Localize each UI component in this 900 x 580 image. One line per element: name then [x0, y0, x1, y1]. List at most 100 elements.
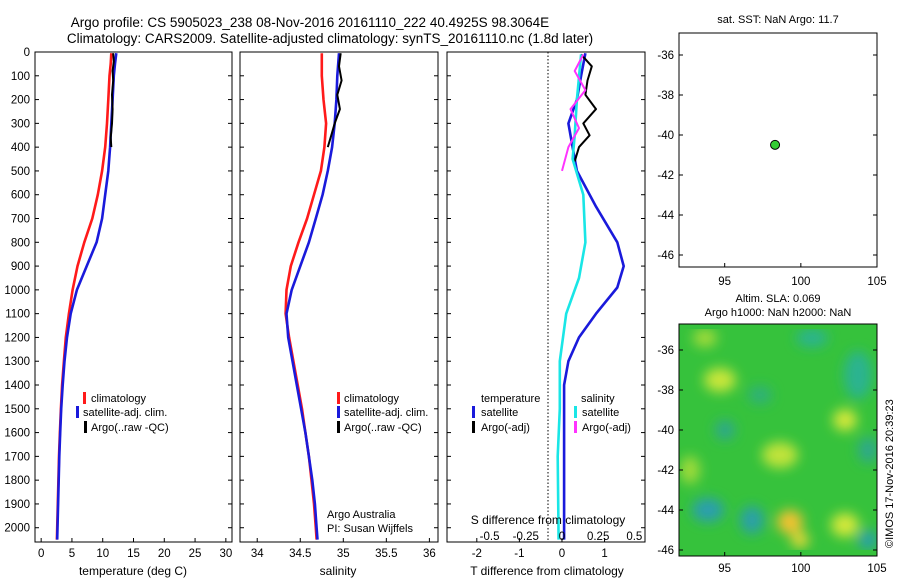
salinity-panel: 34 34.5 35 35.5 36 climatology satellite-adj…	[239, 51, 439, 578]
legend-label-argo: Argo(..raw -QC)	[344, 422, 422, 434]
legend-label-temp-satellite: satellite	[481, 407, 518, 419]
depth-y-tick-label: 1300	[4, 356, 30, 368]
legend-swatch-sal-satellite	[574, 406, 577, 418]
legend-swatch-temp-satellite	[472, 406, 475, 418]
depth-y-tick-label: 400	[11, 142, 30, 154]
sst-map-axes-frame	[678, 32, 878, 268]
series-line-difference-2	[556, 54, 587, 540]
t-difference-label: T difference from climatology	[470, 564, 624, 578]
sst-lon-tick-label: 105	[867, 276, 886, 288]
sla-heatmap	[679, 324, 877, 556]
sla-lat-tick-label: -40	[657, 425, 674, 437]
legend-label-climatology: climatology	[344, 393, 400, 405]
depth-y-tick-label: 100	[11, 71, 30, 83]
tdiff-x-tick-label: 0	[559, 548, 565, 560]
temperature-panel: 0 5 10 15 20 25 300100200300400500600700800900…	[4, 47, 233, 578]
legend-swatch-argo	[337, 421, 340, 433]
credit-line1: Argo Australia	[327, 509, 396, 521]
legend-swatch-satellite	[76, 406, 79, 418]
salinity-x-tick-label: 35.5	[375, 548, 397, 560]
legend-label-satellite: satellite-adj. clim.	[83, 407, 167, 419]
temperature-x-tick-label: 30	[219, 548, 232, 560]
sst-lon-tick-label: 100	[791, 276, 810, 288]
depth-y-tick-label: 1700	[4, 451, 30, 463]
temperature-legend: climatology satellite-adj. clim. Argo(..…	[76, 392, 169, 434]
imos-timestamp: ©IMOS 17-Nov-2016 20:39:23	[884, 399, 896, 548]
legend-title-salinity: salinity	[581, 393, 615, 405]
sla-lat-tick-label: -36	[657, 345, 674, 357]
difference-legend: temperature salinity satellite Argo(-adj…	[472, 393, 631, 434]
sla-lon-tick-label: 105	[867, 563, 886, 575]
sdiff-x-tick-label: 0.25	[587, 531, 609, 543]
depth-y-tick-label: 1400	[4, 380, 30, 392]
sla-lat-tick-label: -44	[657, 505, 674, 517]
legend-label-satellite: satellite-adj. clim.	[344, 407, 428, 419]
series-line-temperature-0	[55, 53, 113, 540]
sst-lat-tick-label: -46	[657, 250, 674, 262]
legend-swatch-satellite	[337, 406, 340, 418]
temperature-x-tick-label: 15	[127, 548, 140, 560]
depth-y-tick-label: 1600	[4, 428, 30, 440]
legend-swatch-climatology	[337, 392, 340, 404]
salinity-x-tick-label: 35	[337, 548, 350, 560]
sdiff-x-tick-label: 0	[559, 531, 565, 543]
salinity-xlabel: salinity	[320, 564, 357, 578]
sst-lat-tick-label: -36	[657, 50, 674, 62]
legend-swatch-argo	[84, 421, 87, 433]
sla-lat-tick-label: -38	[657, 385, 674, 397]
legend-label-temp-argo: Argo(-adj)	[481, 422, 530, 434]
temperature-xlabel: temperature (deg C)	[79, 564, 187, 578]
figure-title-line2: Climatology: CARS2009. Satellite-adjuste…	[67, 31, 593, 46]
salinity-x-tick-label: 34	[251, 548, 264, 560]
sla-map-panel: Altim. SLA: 0.069 Argo h1000: NaN h2000:…	[657, 293, 886, 575]
tdiff-x-tick-label: -2	[472, 548, 482, 560]
figure-title-line1: Argo profile: CS 5905023_238 08-Nov-2016…	[71, 15, 549, 30]
depth-y-tick-label: 700	[11, 214, 30, 226]
sst-lat-tick-label: -44	[657, 210, 674, 222]
depth-y-tick-label: 1200	[4, 332, 30, 344]
legend-swatch-climatology	[83, 392, 86, 404]
temperature-x-tick-label: 20	[158, 548, 171, 560]
temperature-x-tick-label: 0	[38, 548, 44, 560]
sdiff-x-tick-label: -0.25	[513, 531, 539, 543]
salinity-x-tick-label: 34.5	[289, 548, 311, 560]
temperature-axes-frame	[34, 51, 233, 543]
sst-lat-tick-label: -38	[657, 90, 674, 102]
salinity-axes-frame	[239, 51, 439, 543]
argo-float-marker	[770, 139, 781, 150]
credit-line2: PI: Susan Wijffels	[327, 523, 413, 535]
sla-map-title-line1: Altim. SLA: 0.069	[736, 293, 821, 305]
depth-y-tick-label: 1100	[5, 309, 30, 321]
depth-y-tick-label: 900	[11, 261, 30, 273]
legend-label-sal-satellite: satellite	[582, 407, 619, 419]
sst-lon-tick-label: 95	[718, 276, 731, 288]
tdiff-x-tick-label: -1	[514, 548, 524, 560]
legend-swatch-temp-argo	[472, 421, 475, 433]
sst-lat-tick-label: -42	[657, 170, 674, 182]
sdiff-x-tick-label: 0.5	[626, 531, 642, 543]
sla-lat-tick-label: -42	[657, 465, 674, 477]
difference-axes-frame	[446, 51, 646, 543]
s-difference-label: S difference from climatology	[471, 513, 626, 527]
sla-map-axes-frame	[678, 323, 878, 557]
sdiff-x-tick-label: -0.5	[480, 531, 500, 543]
sla-lon-tick-label: 95	[718, 563, 731, 575]
depth-y-tick-label: 0	[24, 47, 30, 59]
depth-y-tick-label: 800	[11, 237, 30, 249]
depth-y-tick-label: 2000	[4, 523, 30, 535]
salinity-x-tick-label: 36	[423, 548, 436, 560]
temperature-x-tick-label: 10	[96, 548, 109, 560]
series-line-salinity-0	[284, 53, 328, 540]
series-line-temperature-2	[109, 53, 115, 148]
series-line-salinity-2	[326, 53, 343, 148]
temperature-x-tick-label: 5	[69, 548, 75, 560]
sla-lat-tick-label: -46	[657, 545, 674, 557]
depth-y-tick-label: 600	[11, 190, 30, 202]
depth-y-tick-label: 200	[11, 95, 30, 107]
series-line-salinity-1	[285, 53, 341, 540]
sla-lon-tick-label: 100	[791, 563, 810, 575]
legend-label-argo: Argo(..raw -QC)	[91, 422, 169, 434]
salinity-legend: climatology satellite-adj. clim. Argo(..…	[337, 392, 428, 434]
depth-y-tick-label: 1500	[4, 404, 30, 416]
depth-y-tick-label: 500	[11, 166, 30, 178]
